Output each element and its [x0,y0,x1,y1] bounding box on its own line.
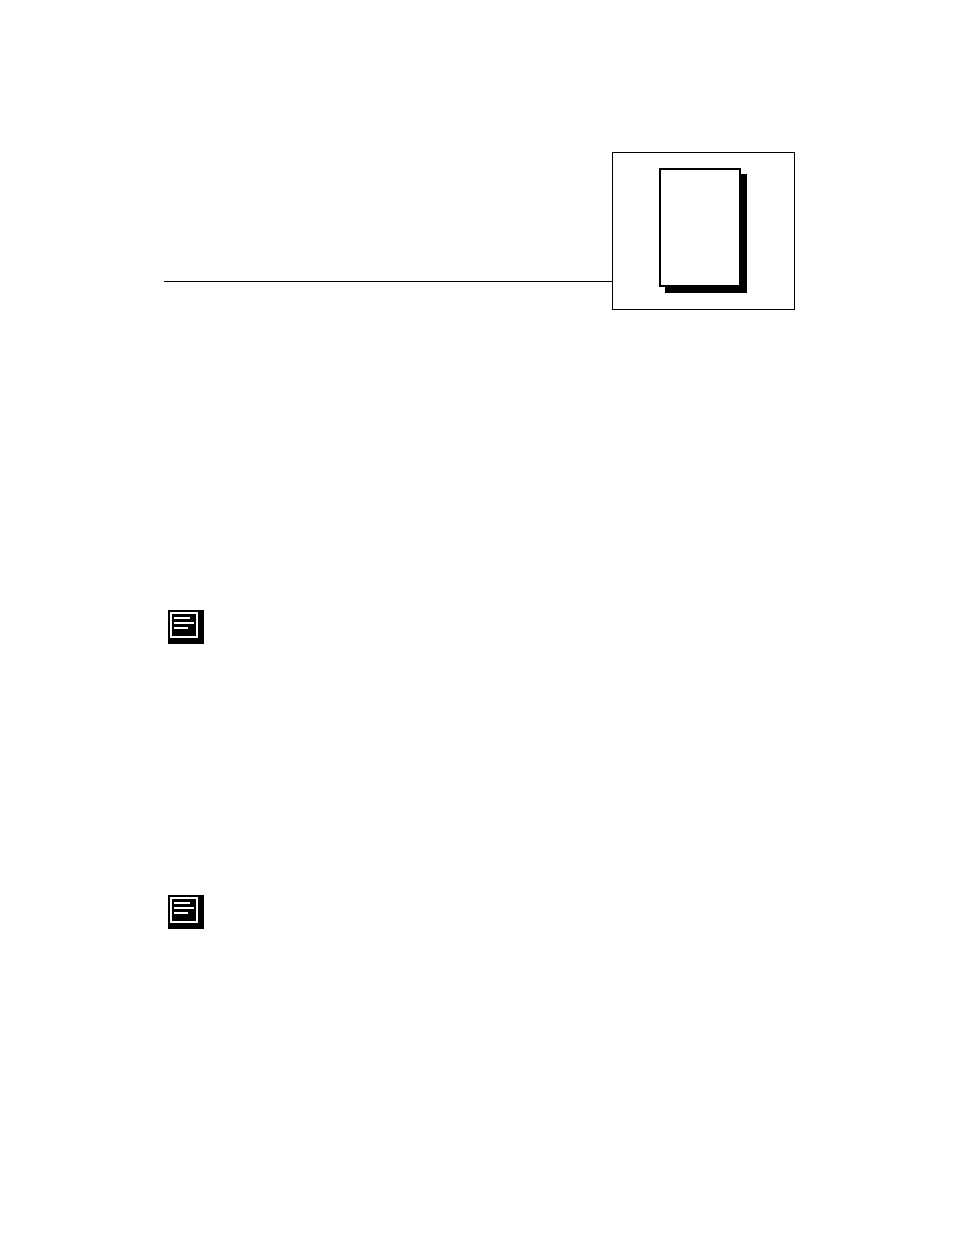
note-icon [168,895,204,929]
note-icon-line [174,617,190,619]
section-rule [164,281,612,282]
note-icon [168,610,204,644]
page-icon [659,168,747,293]
note-icon-line [174,622,194,624]
note-icon-border [170,612,198,638]
page-icon-front [659,168,741,287]
note-icon-line [174,902,190,904]
note-icon-line [174,627,188,629]
note-icon-line [174,907,194,909]
note-icon-border [170,897,198,923]
note-icon-line [174,912,188,914]
